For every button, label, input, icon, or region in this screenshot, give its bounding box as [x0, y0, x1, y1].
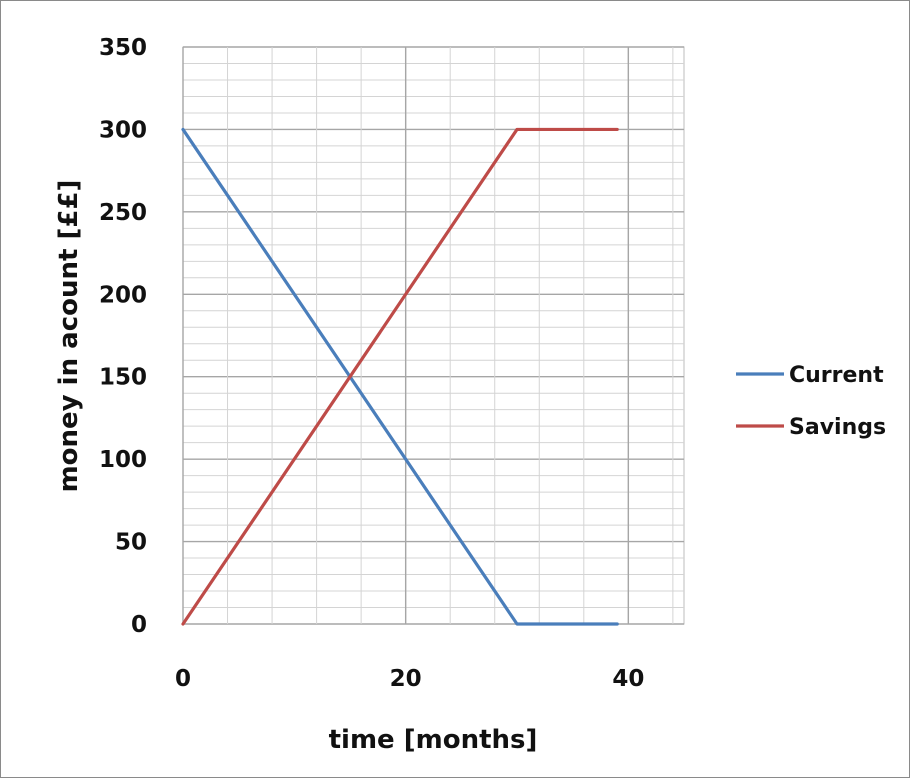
y-axis-ticks: 0 50 100 150 200 250 300 350 [99, 35, 147, 638]
x-tick-label: 20 [390, 666, 422, 692]
y-tick-label: 200 [99, 282, 147, 308]
y-tick-label: 300 [99, 117, 147, 143]
x-tick-label: 0 [175, 666, 191, 692]
series-layer [181, 127, 619, 626]
x-tick-label: 40 [612, 666, 644, 692]
y-tick-label: 100 [99, 447, 147, 473]
series-line-savings [181, 127, 619, 626]
y-tick-label: 250 [99, 200, 147, 226]
legend-label-savings: Savings [789, 415, 886, 440]
legend: Current Savings [736, 363, 886, 440]
y-tick-label: 0 [131, 612, 147, 638]
y-tick-label: 50 [115, 530, 147, 556]
x-axis-ticks: 0 20 40 [175, 666, 644, 692]
y-axis-title: money in acount [££] [54, 180, 84, 493]
y-tick-label: 350 [99, 35, 147, 61]
x-axis-title: time [months] [329, 725, 538, 755]
plot-area [182, 46, 685, 625]
series-line-current [181, 127, 619, 626]
legend-label-current: Current [789, 363, 884, 388]
plot-grid [182, 46, 685, 625]
y-tick-label: 150 [99, 365, 147, 391]
